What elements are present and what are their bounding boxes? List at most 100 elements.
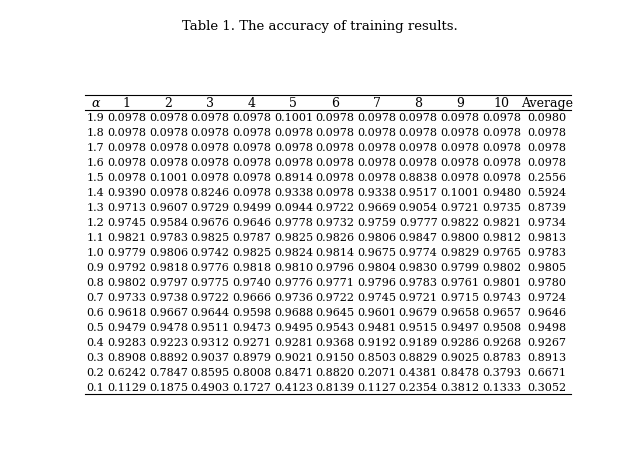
Text: 0.0978: 0.0978 xyxy=(440,128,479,138)
Text: 0.0978: 0.0978 xyxy=(274,158,313,168)
Text: 0.3052: 0.3052 xyxy=(527,382,566,392)
Text: 0.9736: 0.9736 xyxy=(274,292,313,302)
Text: 0.0978: 0.0978 xyxy=(399,113,438,123)
Text: 0.9735: 0.9735 xyxy=(482,203,521,213)
Text: 0.0978: 0.0978 xyxy=(232,188,271,198)
Text: 0.8820: 0.8820 xyxy=(316,367,355,377)
Text: 0.9742: 0.9742 xyxy=(191,248,230,258)
Text: 0.0978: 0.0978 xyxy=(399,143,438,153)
Text: 0.9825: 0.9825 xyxy=(274,233,313,243)
Text: 1.2: 1.2 xyxy=(86,218,104,228)
Text: 0.9281: 0.9281 xyxy=(274,337,313,347)
Text: 0.9644: 0.9644 xyxy=(191,307,230,318)
Text: 0.0978: 0.0978 xyxy=(357,113,396,123)
Text: 0.9821: 0.9821 xyxy=(482,218,521,228)
Text: 0.8829: 0.8829 xyxy=(399,352,438,362)
Text: 0.9802: 0.9802 xyxy=(482,262,521,272)
Text: 0.9584: 0.9584 xyxy=(149,218,188,228)
Text: 0.0978: 0.0978 xyxy=(191,128,230,138)
Text: 0.9390: 0.9390 xyxy=(108,188,147,198)
Text: 0.9801: 0.9801 xyxy=(482,277,521,287)
Text: 0.9495: 0.9495 xyxy=(274,322,313,332)
Text: 0.9806: 0.9806 xyxy=(149,248,188,258)
Text: 0.9787: 0.9787 xyxy=(232,233,271,243)
Text: 0.9646: 0.9646 xyxy=(232,218,271,228)
Text: 0.9722: 0.9722 xyxy=(191,292,230,302)
Text: 0.0978: 0.0978 xyxy=(149,143,188,153)
Text: 0.9508: 0.9508 xyxy=(482,322,521,332)
Text: 0.1129: 0.1129 xyxy=(108,382,147,392)
Text: 0.0978: 0.0978 xyxy=(440,143,479,153)
Text: 0.0978: 0.0978 xyxy=(108,113,147,123)
Text: 0.9783: 0.9783 xyxy=(399,277,438,287)
Text: 0.9267: 0.9267 xyxy=(527,337,566,347)
Text: 0.9511: 0.9511 xyxy=(191,322,230,332)
Text: 0.0978: 0.0978 xyxy=(274,143,313,153)
Text: 0.9338: 0.9338 xyxy=(357,188,396,198)
Text: 0.8914: 0.8914 xyxy=(274,173,313,183)
Text: 0.9847: 0.9847 xyxy=(399,233,438,243)
Text: 0.1: 0.1 xyxy=(86,382,104,392)
Text: 0.9804: 0.9804 xyxy=(357,262,396,272)
Text: 0.9: 0.9 xyxy=(86,262,104,272)
Text: 1.7: 1.7 xyxy=(86,143,104,153)
Text: 0.1127: 0.1127 xyxy=(357,382,396,392)
Text: 0.9338: 0.9338 xyxy=(274,188,313,198)
Text: 0.0978: 0.0978 xyxy=(399,128,438,138)
Text: 1.1: 1.1 xyxy=(86,233,104,243)
Text: 0.0978: 0.0978 xyxy=(482,113,521,123)
Text: 0.6: 0.6 xyxy=(86,307,104,318)
Text: 0.9676: 0.9676 xyxy=(191,218,230,228)
Text: 0.0944: 0.0944 xyxy=(274,203,313,213)
Text: 0.8783: 0.8783 xyxy=(482,352,521,362)
Text: 0.8: 0.8 xyxy=(86,277,104,287)
Text: 0.9283: 0.9283 xyxy=(108,337,147,347)
Text: 0.9761: 0.9761 xyxy=(440,277,479,287)
Text: 0.0978: 0.0978 xyxy=(232,158,271,168)
Text: 0.9268: 0.9268 xyxy=(482,337,521,347)
Text: 0.9778: 0.9778 xyxy=(274,218,313,228)
Text: 0.2354: 0.2354 xyxy=(399,382,438,392)
Text: 0.9824: 0.9824 xyxy=(274,248,313,258)
Text: α: α xyxy=(92,97,100,110)
Text: 0.9743: 0.9743 xyxy=(482,292,521,302)
Text: 0.9025: 0.9025 xyxy=(440,352,479,362)
Text: 0.9783: 0.9783 xyxy=(527,248,566,258)
Text: 0.9796: 0.9796 xyxy=(316,262,355,272)
Text: 0.0978: 0.0978 xyxy=(527,158,566,168)
Text: 0.9480: 0.9480 xyxy=(482,188,521,198)
Text: 0.9715: 0.9715 xyxy=(440,292,479,302)
Text: 1.6: 1.6 xyxy=(86,158,104,168)
Text: 4: 4 xyxy=(248,97,256,110)
Text: 0.0978: 0.0978 xyxy=(232,128,271,138)
Text: 0.9825: 0.9825 xyxy=(232,248,271,258)
Text: 0.3793: 0.3793 xyxy=(482,367,521,377)
Text: 0.0980: 0.0980 xyxy=(527,113,566,123)
Text: 0.0978: 0.0978 xyxy=(108,128,147,138)
Text: 0.0978: 0.0978 xyxy=(108,158,147,168)
Text: 5: 5 xyxy=(289,97,297,110)
Text: 0.9478: 0.9478 xyxy=(149,322,188,332)
Text: 0.9812: 0.9812 xyxy=(482,233,521,243)
Text: 0.9515: 0.9515 xyxy=(399,322,438,332)
Text: 1.9: 1.9 xyxy=(86,113,104,123)
Text: 0.2: 0.2 xyxy=(86,367,104,377)
Text: 0.3812: 0.3812 xyxy=(440,382,479,392)
Text: 8: 8 xyxy=(414,97,422,110)
Text: 0.0978: 0.0978 xyxy=(357,143,396,153)
Text: 0.9721: 0.9721 xyxy=(440,203,479,213)
Text: 0.9780: 0.9780 xyxy=(527,277,566,287)
Text: 0.4123: 0.4123 xyxy=(274,382,313,392)
Text: 0.0978: 0.0978 xyxy=(149,128,188,138)
Text: 0.9645: 0.9645 xyxy=(316,307,355,318)
Text: 0.5: 0.5 xyxy=(86,322,104,332)
Text: 0.9722: 0.9722 xyxy=(316,203,355,213)
Text: 0.9775: 0.9775 xyxy=(191,277,230,287)
Text: 0.0978: 0.0978 xyxy=(357,128,396,138)
Text: 0.9481: 0.9481 xyxy=(357,322,396,332)
Text: 0.3: 0.3 xyxy=(86,352,104,362)
Text: 0.0978: 0.0978 xyxy=(482,158,521,168)
Text: 0.9598: 0.9598 xyxy=(232,307,271,318)
Text: 0.8838: 0.8838 xyxy=(399,173,438,183)
Text: 0.5924: 0.5924 xyxy=(527,188,566,198)
